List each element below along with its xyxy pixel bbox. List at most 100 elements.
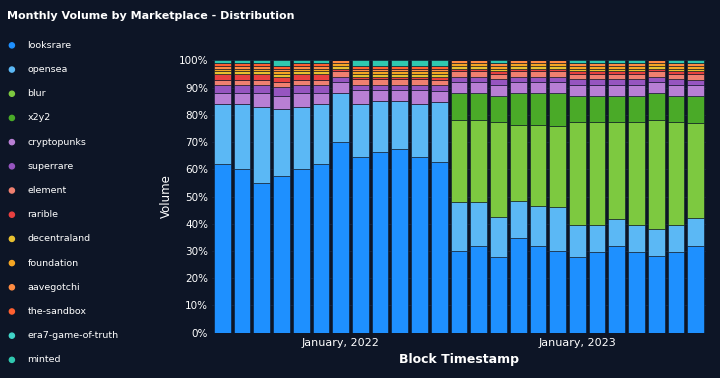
Bar [549, 69, 566, 71]
Bar [372, 152, 389, 333]
Bar [451, 63, 467, 66]
Text: opensea: opensea [27, 65, 68, 74]
Bar [312, 79, 329, 85]
Bar [214, 63, 230, 66]
Bar [372, 101, 389, 152]
Bar [431, 74, 448, 77]
Bar [451, 66, 467, 69]
Bar [529, 206, 546, 246]
Bar [214, 60, 230, 63]
Bar [470, 82, 487, 93]
Bar [688, 123, 704, 218]
Bar [667, 63, 685, 66]
Bar [411, 79, 428, 85]
Bar [411, 77, 428, 79]
Bar [490, 68, 507, 71]
Bar [510, 201, 526, 238]
Bar [688, 85, 704, 96]
Bar [667, 85, 685, 96]
Bar [628, 71, 645, 74]
Bar [431, 91, 448, 102]
Bar [392, 85, 408, 90]
Bar [510, 238, 526, 333]
Bar [569, 85, 586, 96]
Text: foundation: foundation [27, 259, 78, 268]
Bar [312, 63, 329, 66]
Bar [332, 66, 349, 69]
Bar [510, 71, 526, 77]
Bar [688, 71, 704, 74]
Bar [332, 93, 349, 142]
Bar [273, 68, 290, 71]
Bar [589, 225, 606, 252]
Bar [233, 93, 251, 104]
Text: the-sandbox: the-sandbox [27, 307, 86, 316]
Bar [253, 60, 270, 63]
Bar [608, 122, 625, 220]
Bar [372, 74, 389, 77]
Bar [273, 74, 290, 77]
Bar [233, 66, 251, 69]
Bar [688, 96, 704, 123]
Bar [529, 71, 546, 77]
Text: element: element [27, 186, 67, 195]
Bar [273, 82, 290, 87]
Bar [569, 74, 586, 79]
Bar [688, 79, 704, 85]
Bar [233, 169, 251, 333]
Bar [451, 82, 467, 93]
Bar [411, 90, 428, 104]
Text: cryptopunks: cryptopunks [27, 138, 86, 147]
Bar [569, 257, 586, 333]
Bar [233, 63, 251, 66]
Bar [529, 63, 546, 66]
Bar [470, 71, 487, 77]
Bar [628, 225, 645, 252]
Bar [589, 71, 606, 74]
Bar [392, 60, 408, 66]
Bar [589, 122, 606, 225]
Bar [233, 79, 251, 85]
Bar [233, 104, 251, 169]
Bar [411, 74, 428, 77]
Text: superrare: superrare [27, 162, 73, 171]
Bar [470, 93, 487, 120]
Bar [233, 85, 251, 93]
Bar [510, 93, 526, 125]
Bar [293, 60, 310, 63]
Bar [352, 104, 369, 158]
Bar [667, 79, 685, 85]
Bar [470, 246, 487, 333]
Bar [312, 85, 329, 93]
Bar [372, 85, 389, 90]
Bar [569, 122, 586, 225]
Bar [214, 71, 230, 74]
Bar [332, 142, 349, 333]
Bar [372, 60, 389, 66]
Bar [214, 69, 230, 71]
Bar [569, 68, 586, 71]
Bar [648, 71, 665, 77]
Bar [608, 74, 625, 79]
Bar [273, 96, 290, 109]
Bar [608, 85, 625, 96]
Bar [312, 104, 329, 164]
Bar [549, 93, 566, 126]
Bar [549, 126, 566, 208]
Bar [411, 104, 428, 158]
Bar [529, 82, 546, 93]
Bar [293, 79, 310, 85]
Bar [431, 102, 448, 162]
Bar [470, 60, 487, 63]
Bar [293, 169, 310, 333]
Bar [392, 77, 408, 79]
Bar [273, 87, 290, 96]
Bar [392, 66, 408, 68]
Bar [628, 63, 645, 66]
Bar [667, 66, 685, 68]
Bar [549, 71, 566, 77]
Bar [648, 120, 665, 229]
Bar [392, 101, 408, 149]
Bar [667, 71, 685, 74]
Bar [529, 77, 546, 82]
